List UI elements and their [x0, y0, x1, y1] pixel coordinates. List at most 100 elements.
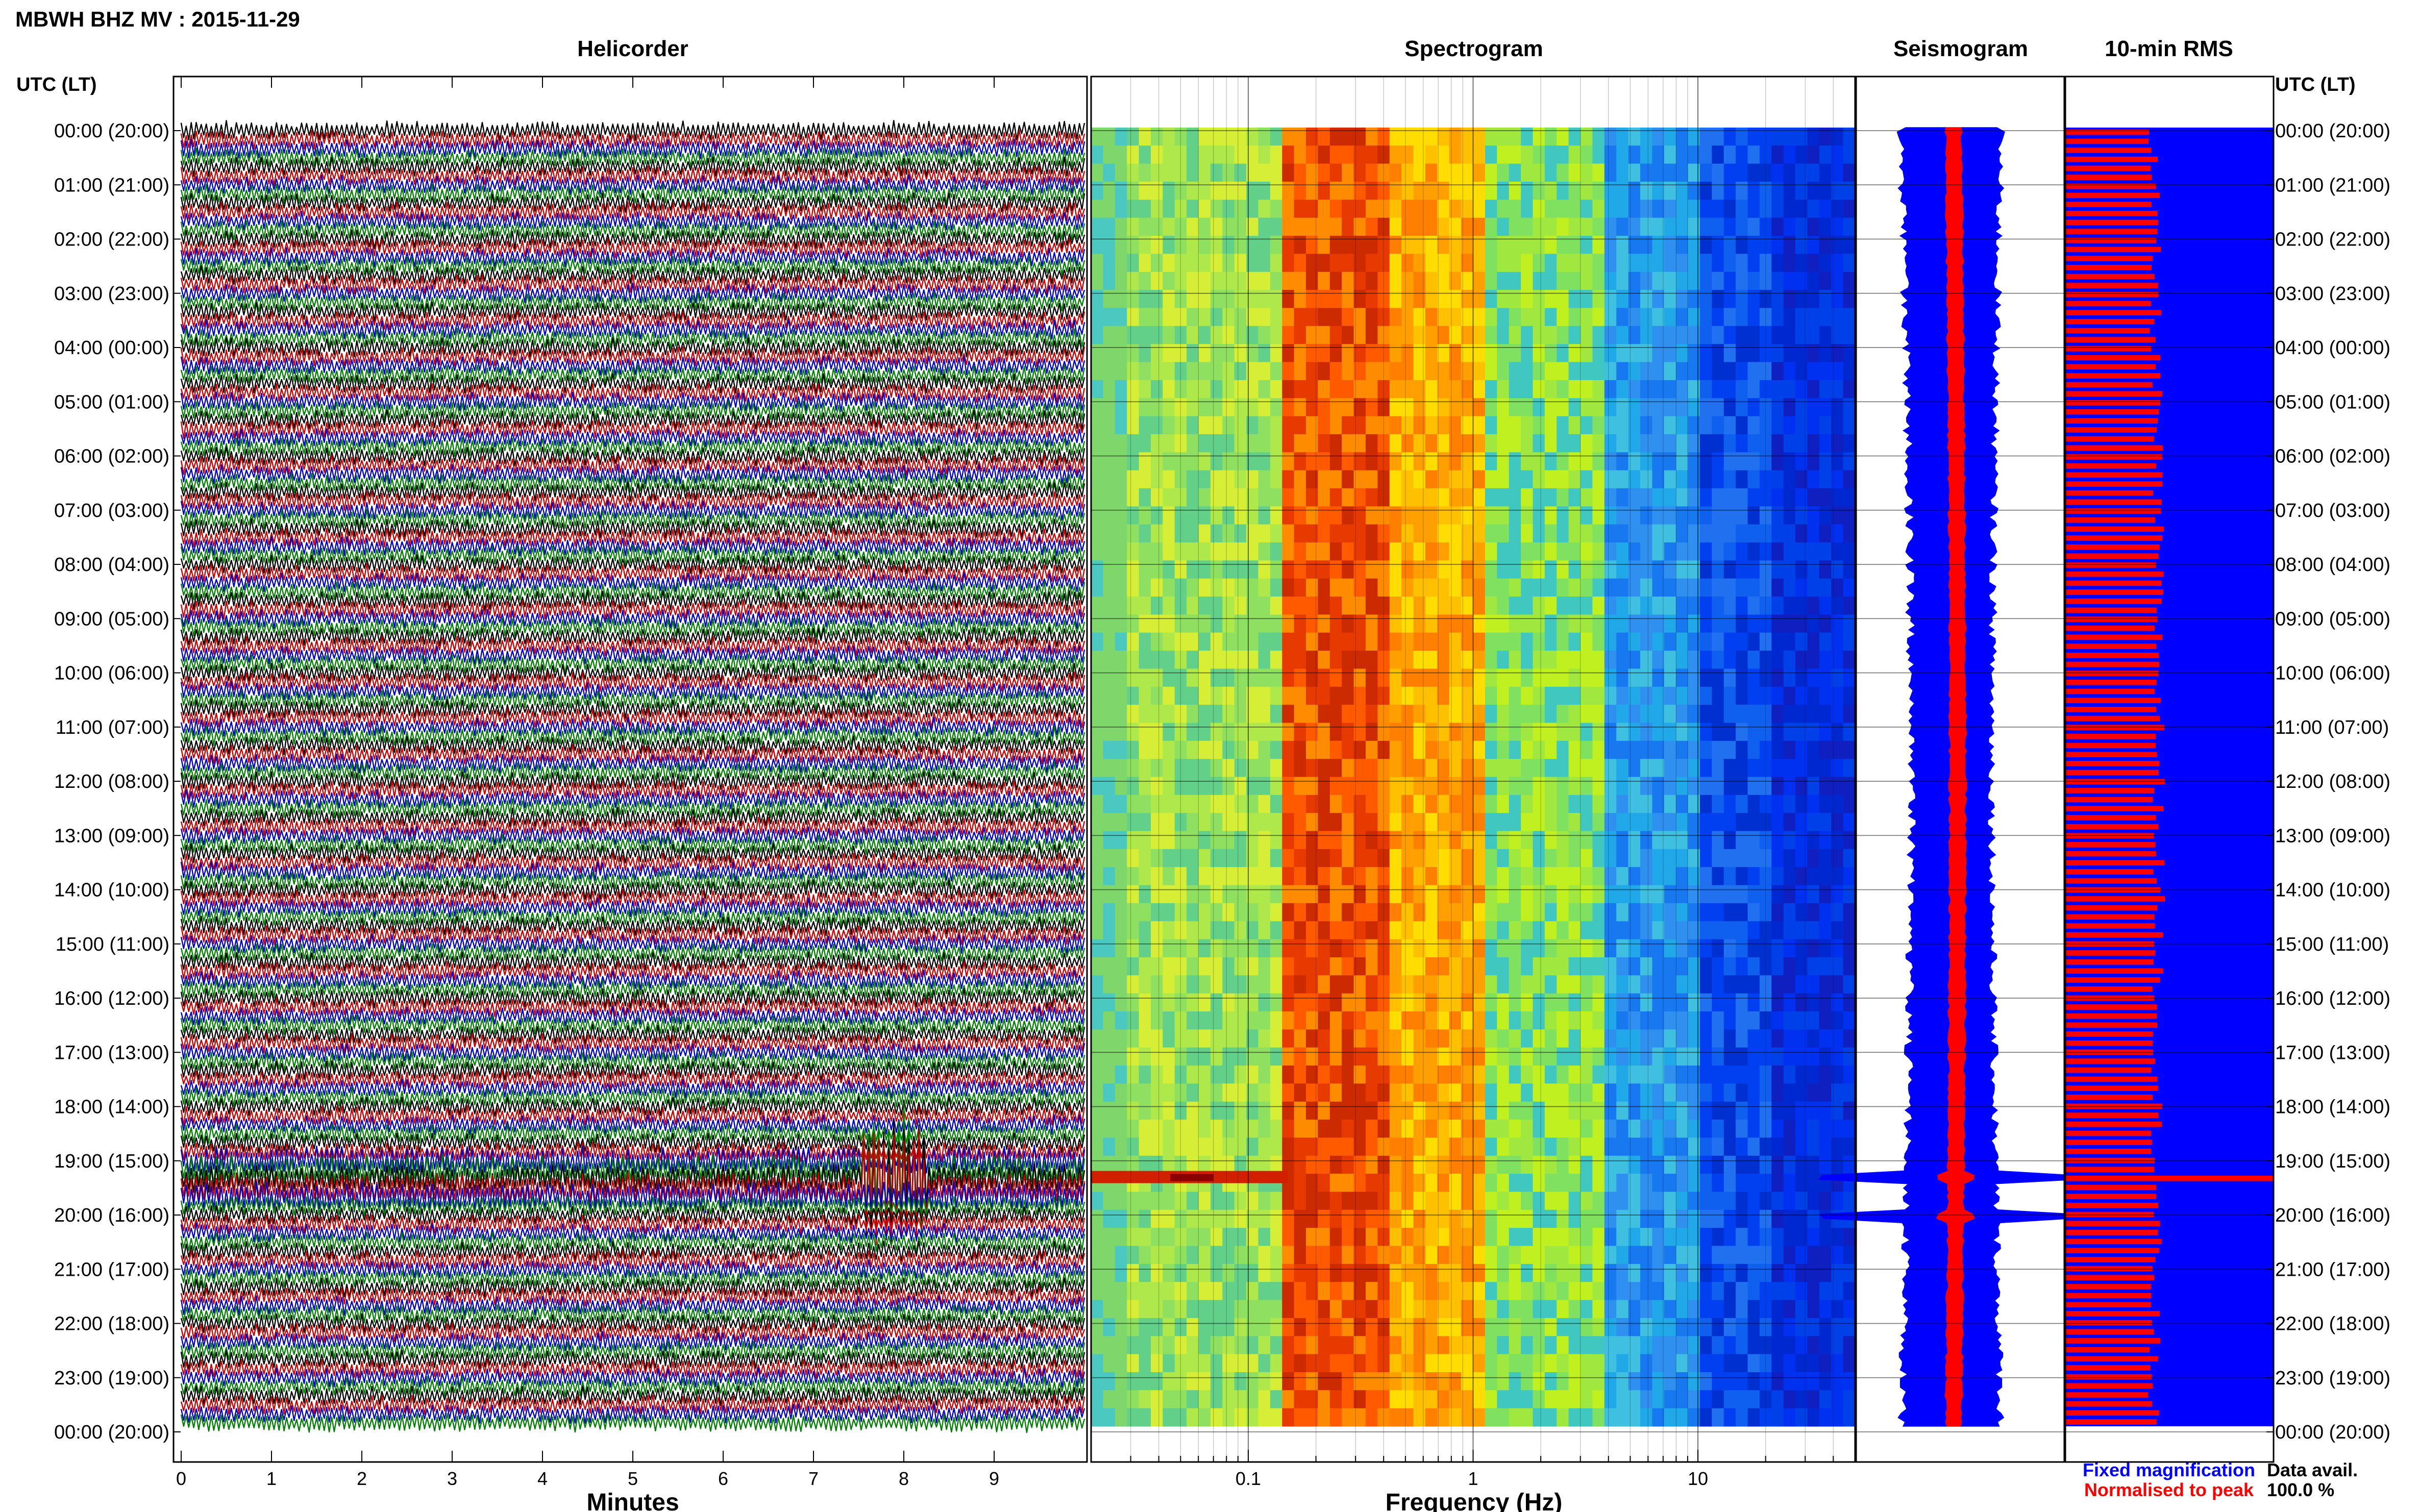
spectrogram-cell: [1807, 416, 1820, 435]
spectrogram-cell: [1449, 308, 1462, 327]
rms-normalised-bar: [2065, 1374, 2152, 1380]
spectrogram-cell: [1198, 668, 1211, 687]
spectrogram-cell: [1759, 1263, 1772, 1282]
spectrogram-cell: [1712, 416, 1724, 435]
spectrogram-cell: [1461, 686, 1474, 705]
spectrogram-cell: [1389, 831, 1402, 850]
rms-normalised-bar: [2065, 1257, 2156, 1262]
spectrogram-cell: [1581, 795, 1593, 813]
spectrogram-cell: [1783, 723, 1796, 741]
helicorder-trace: [180, 933, 1085, 955]
spectrogram-cell: [1342, 668, 1354, 687]
spectrogram-cell: [1103, 740, 1116, 759]
spectrogram-cell: [1210, 217, 1223, 236]
spectrogram-cell: [1342, 271, 1354, 290]
spectrogram-cell: [1747, 416, 1760, 435]
spectrogram-cell: [1497, 488, 1510, 507]
spectrogram-cell: [1783, 831, 1796, 850]
spectrogram-cell: [1736, 434, 1748, 453]
spectrogram-cell: [1652, 867, 1665, 886]
spectrogram-cell: [1366, 560, 1378, 579]
spectrogram-cell: [1377, 398, 1390, 417]
spectrogram-cell: [1187, 1354, 1199, 1373]
spectrogram-cell: [1413, 597, 1426, 615]
spectrogram-cell: [1521, 597, 1534, 615]
spectrogram-cell: [1401, 668, 1414, 687]
spectrogram-cell: [1831, 217, 1844, 236]
spectrogram-cell: [1318, 217, 1330, 236]
spectrogram-cell: [1616, 975, 1629, 994]
spectrogram-cell: [1807, 668, 1820, 687]
spectrogram-cell: [1581, 975, 1593, 994]
spectrogram-cell: [1103, 344, 1116, 363]
spectrogram-cell: [1366, 1047, 1378, 1066]
spectrogram-cell: [1258, 542, 1271, 561]
spectrogram-cell: [1485, 470, 1497, 489]
spectrogram-cell: [1783, 993, 1796, 1012]
rms-normalised-bar: [2065, 246, 2161, 253]
spectrogram-cell: [1497, 668, 1510, 687]
spectrogram-cell: [1676, 524, 1689, 543]
spectrogram-cell: [1712, 849, 1724, 867]
spectrogram-cell: [1723, 1137, 1736, 1156]
spectrogram-cell: [1783, 1354, 1796, 1373]
spectrogram-cell: [1103, 1282, 1116, 1301]
spectrogram-cell: [1807, 145, 1820, 164]
spectrogram-cell: [1449, 1246, 1462, 1265]
spectrogram-cell: [1795, 668, 1808, 687]
spectrogram-cell: [1353, 975, 1366, 994]
spectrogram-cell: [1485, 1083, 1497, 1102]
spectrogram-cell: [1771, 1192, 1784, 1210]
spectrogram-cell: [1366, 1354, 1378, 1373]
spectrogram-cell: [1425, 759, 1438, 778]
spectrogram-cell: [1783, 434, 1796, 453]
spectrogram-cell: [1222, 759, 1235, 778]
spectrogram-cell: [1222, 1408, 1235, 1427]
helicorder-trace: [180, 753, 1085, 774]
spectrogram-cell: [1699, 524, 1712, 543]
spectrogram-cell: [1353, 1336, 1366, 1355]
spectrogram-cell: [1187, 740, 1199, 759]
spectrogram-cell: [1497, 957, 1510, 976]
spectrogram-cell: [1533, 1155, 1545, 1174]
spectrogram-cell: [1521, 1029, 1534, 1048]
spectrogram-cell: [1329, 993, 1342, 1012]
spectrogram-cell: [1676, 578, 1689, 597]
spectrogram-cell: [1771, 1336, 1784, 1355]
spectrogram-cell: [1581, 1137, 1593, 1156]
spectrogram-cell: [1389, 344, 1402, 363]
spectrogram-cell: [1234, 1246, 1247, 1265]
spectrogram-cell: [1831, 921, 1844, 940]
helicorder-trace: [180, 861, 1085, 882]
spectrogram-cell: [1163, 903, 1175, 922]
rms-normalised-bar: [2065, 192, 2160, 199]
spectrogram-cell: [1771, 1246, 1784, 1265]
spectrogram-cell: [1425, 290, 1438, 308]
spectrogram-cell: [1616, 1011, 1629, 1030]
spectrogram-cell: [1497, 326, 1510, 344]
rms-normalised-bar: [2065, 472, 2163, 478]
spectrogram-cell: [1783, 1209, 1796, 1228]
spectrogram-cell: [1270, 651, 1282, 669]
helicorder-trace: [180, 328, 1085, 349]
spectrogram-cell: [1807, 308, 1820, 327]
spectrogram-cell: [1509, 1209, 1521, 1228]
spectrogram-cell: [1366, 1155, 1378, 1174]
spectrogram-cell: [1366, 163, 1378, 182]
spectrogram-cell: [1449, 416, 1462, 435]
spectrogram-cell: [1521, 271, 1534, 290]
spectrogram-cell: [1664, 1282, 1676, 1301]
spectrogram-cell: [1544, 723, 1557, 741]
spectrogram-cell: [1437, 651, 1450, 669]
spectrogram-cell: [1210, 398, 1223, 417]
rms-normalised-bar: [2065, 986, 2153, 992]
spectrogram-cell: [1509, 831, 1521, 850]
spectrogram-cell: [1187, 921, 1199, 940]
spectrogram-cell: [1616, 236, 1629, 254]
spectrogram-cell: [1103, 1246, 1116, 1265]
spectrogram-cell: [1521, 1408, 1534, 1427]
spectrogram-cell: [1807, 1209, 1820, 1228]
spectrogram-cell: [1401, 993, 1414, 1012]
spectrogram-cell: [1425, 1354, 1438, 1373]
spectrogram-cell: [1234, 1390, 1247, 1409]
